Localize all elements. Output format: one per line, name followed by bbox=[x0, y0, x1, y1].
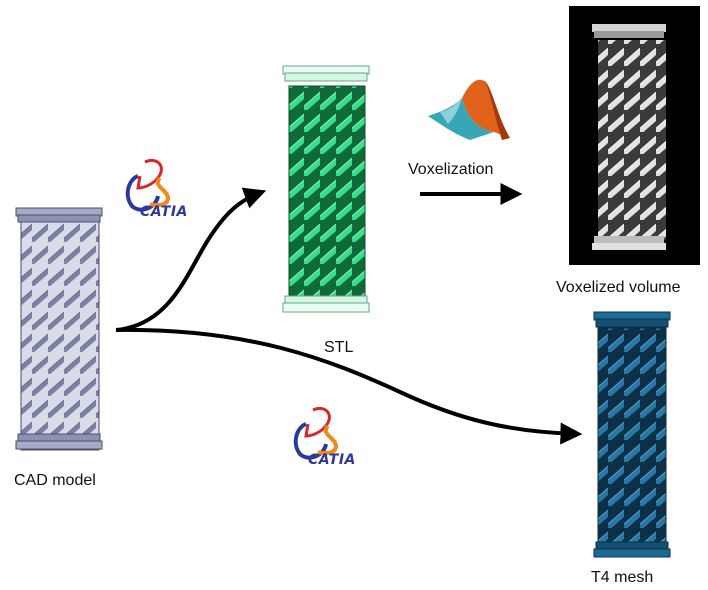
cad-model-label: CAD model bbox=[14, 472, 96, 489]
voxelized-volume-figure bbox=[569, 6, 700, 265]
catia-wordmark-bottom: CATIA bbox=[308, 452, 356, 468]
stl-label: STL bbox=[324, 339, 354, 356]
t4-mesh-label: T4 mesh bbox=[591, 569, 654, 586]
stl-figure bbox=[282, 65, 370, 313]
voxelized-volume-label: Voxelized volume bbox=[556, 279, 681, 296]
voxelization-label: Voxelization bbox=[408, 161, 494, 178]
catia-logo-bottom bbox=[293, 407, 339, 460]
arrow-cad-to-t4 bbox=[115, 327, 583, 445]
matlab-icon bbox=[428, 79, 510, 140]
catia-logo-top bbox=[125, 159, 171, 212]
t4-mesh-figure bbox=[593, 311, 671, 558]
cad-model-figure bbox=[15, 207, 103, 451]
catia-wordmark-top: CATIA bbox=[140, 204, 188, 220]
arrow-cad-to-stl bbox=[115, 187, 267, 332]
